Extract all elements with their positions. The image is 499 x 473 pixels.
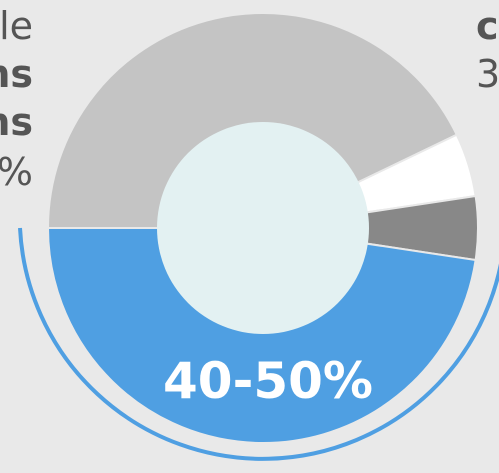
donut-hole — [157, 122, 369, 334]
left-text-line-2: ns — [0, 52, 33, 96]
left-text-line-1: le — [0, 4, 33, 48]
slice-1 — [46, 12, 459, 229]
left-text-line-3: ns — [0, 100, 33, 144]
outer-highlight-arc — [18, 227, 499, 461]
center-label: 40-50% — [163, 352, 373, 410]
slice-4 — [46, 227, 477, 444]
right-text-line-1: c — [476, 4, 499, 48]
right-text-line-2: 3 — [476, 52, 499, 96]
left-text-line-4: % — [0, 150, 33, 194]
